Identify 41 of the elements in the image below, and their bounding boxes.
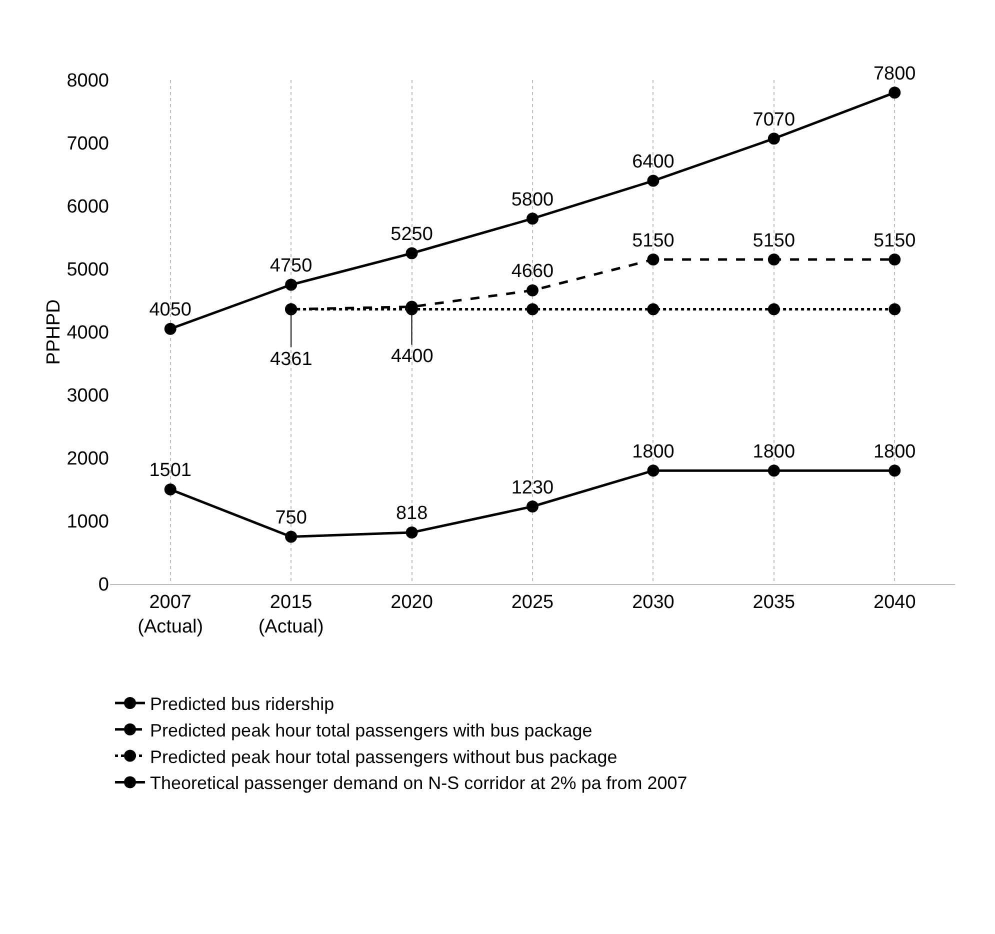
- x-tick-label: 2020: [390, 592, 433, 613]
- x-tick-label: 2030: [632, 592, 674, 613]
- legend-label: Predicted peak hour total passengers without bus package: [150, 746, 618, 767]
- data-label: 5150: [632, 230, 674, 252]
- data-label: 1501: [149, 460, 192, 482]
- y-tick-label: 8000: [66, 70, 109, 92]
- y-tick-label: 2000: [66, 448, 109, 470]
- y-tick-label: 7000: [66, 134, 109, 155]
- x-tick-label: 2007 (Actual): [138, 592, 204, 638]
- data-label: 5800: [511, 189, 554, 210]
- data-label: 5150: [874, 230, 916, 252]
- x-tick-label: 2025: [511, 592, 554, 613]
- y-tick-label: 0: [98, 574, 109, 596]
- data-label: 1230: [511, 477, 554, 498]
- data-label: 4660: [511, 261, 554, 282]
- data-label: 7070: [752, 109, 796, 130]
- data-label: 1800: [632, 441, 674, 462]
- y-tick-label: 6000: [66, 196, 109, 218]
- annotation: 4361: [270, 349, 312, 370]
- y-tick-label: 5000: [66, 260, 109, 281]
- x-tick-label: 2015 (Actual): [258, 592, 324, 638]
- annotation: 4400: [391, 346, 434, 367]
- legend-label: Predicted bus ridership: [150, 694, 334, 714]
- legend-label: Predicted peak hour total passengers with bus package: [150, 720, 592, 740]
- data-label: 4750: [270, 256, 312, 276]
- data-label: 1800: [752, 441, 796, 462]
- x-tick-label: 2035: [752, 592, 796, 613]
- data-label: 7800: [874, 63, 916, 84]
- x-tick-label: 2040: [874, 592, 916, 613]
- data-label: 818: [396, 503, 428, 524]
- data-label: 5250: [390, 224, 433, 245]
- data-label: 750: [275, 508, 307, 528]
- data-label: 1800: [874, 441, 916, 462]
- y-axis-title: PPHPD: [44, 299, 65, 365]
- legend-label: Theoretical passenger demand on N-S corridor at 2% pa from 2007: [150, 773, 688, 794]
- data-label: 5150: [752, 230, 796, 252]
- y-tick-label: 3000: [66, 386, 109, 407]
- y-tick-label: 4000: [66, 322, 109, 344]
- y-tick-label: 1000: [66, 512, 109, 533]
- data-label: 6400: [632, 152, 674, 173]
- data-label: 4050: [149, 300, 192, 321]
